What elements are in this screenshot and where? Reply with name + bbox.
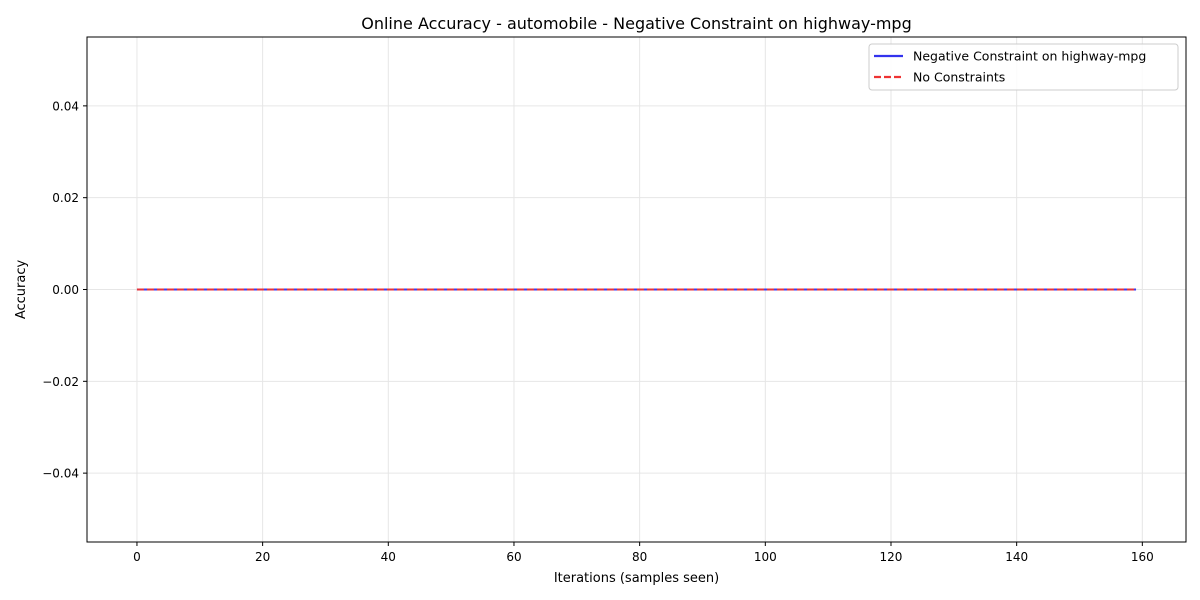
x-tick-label: 20: [255, 550, 270, 564]
legend-label-no-constraints: No Constraints: [913, 70, 1005, 85]
y-tick-label: −0.02: [42, 375, 79, 389]
legend-label-negative-constraint: Negative Constraint on highway-mpg: [913, 49, 1146, 64]
y-tick-label: 0.00: [52, 283, 79, 297]
x-axis-label: Iterations (samples seen): [554, 571, 719, 586]
y-axis-label: Accuracy: [14, 260, 29, 320]
chart-title: Online Accuracy - automobile - Negative …: [361, 14, 911, 33]
x-tick-label: 160: [1131, 550, 1154, 564]
legend-box: [868, 43, 1179, 91]
y-tick-label: −0.04: [42, 467, 79, 481]
x-tick-label: 40: [381, 550, 396, 564]
y-tick-label: 0.04: [52, 99, 79, 113]
x-tick-label: 60: [506, 550, 521, 564]
x-tick-label: 140: [1005, 550, 1028, 564]
axis-ticks: 0 20 40 60 80 100 120 140 160 0.04 0.02 0.00 −0.02 −0…: [42, 99, 1154, 564]
x-tick-label: 0: [133, 550, 141, 564]
x-tick-label: 100: [754, 550, 777, 564]
x-tick-label: 120: [880, 550, 903, 564]
x-tick-label: 80: [632, 550, 647, 564]
y-tick-label: 0.02: [52, 191, 79, 205]
legend: Negative Constraint on highway-mpg No Co…: [868, 43, 1179, 91]
